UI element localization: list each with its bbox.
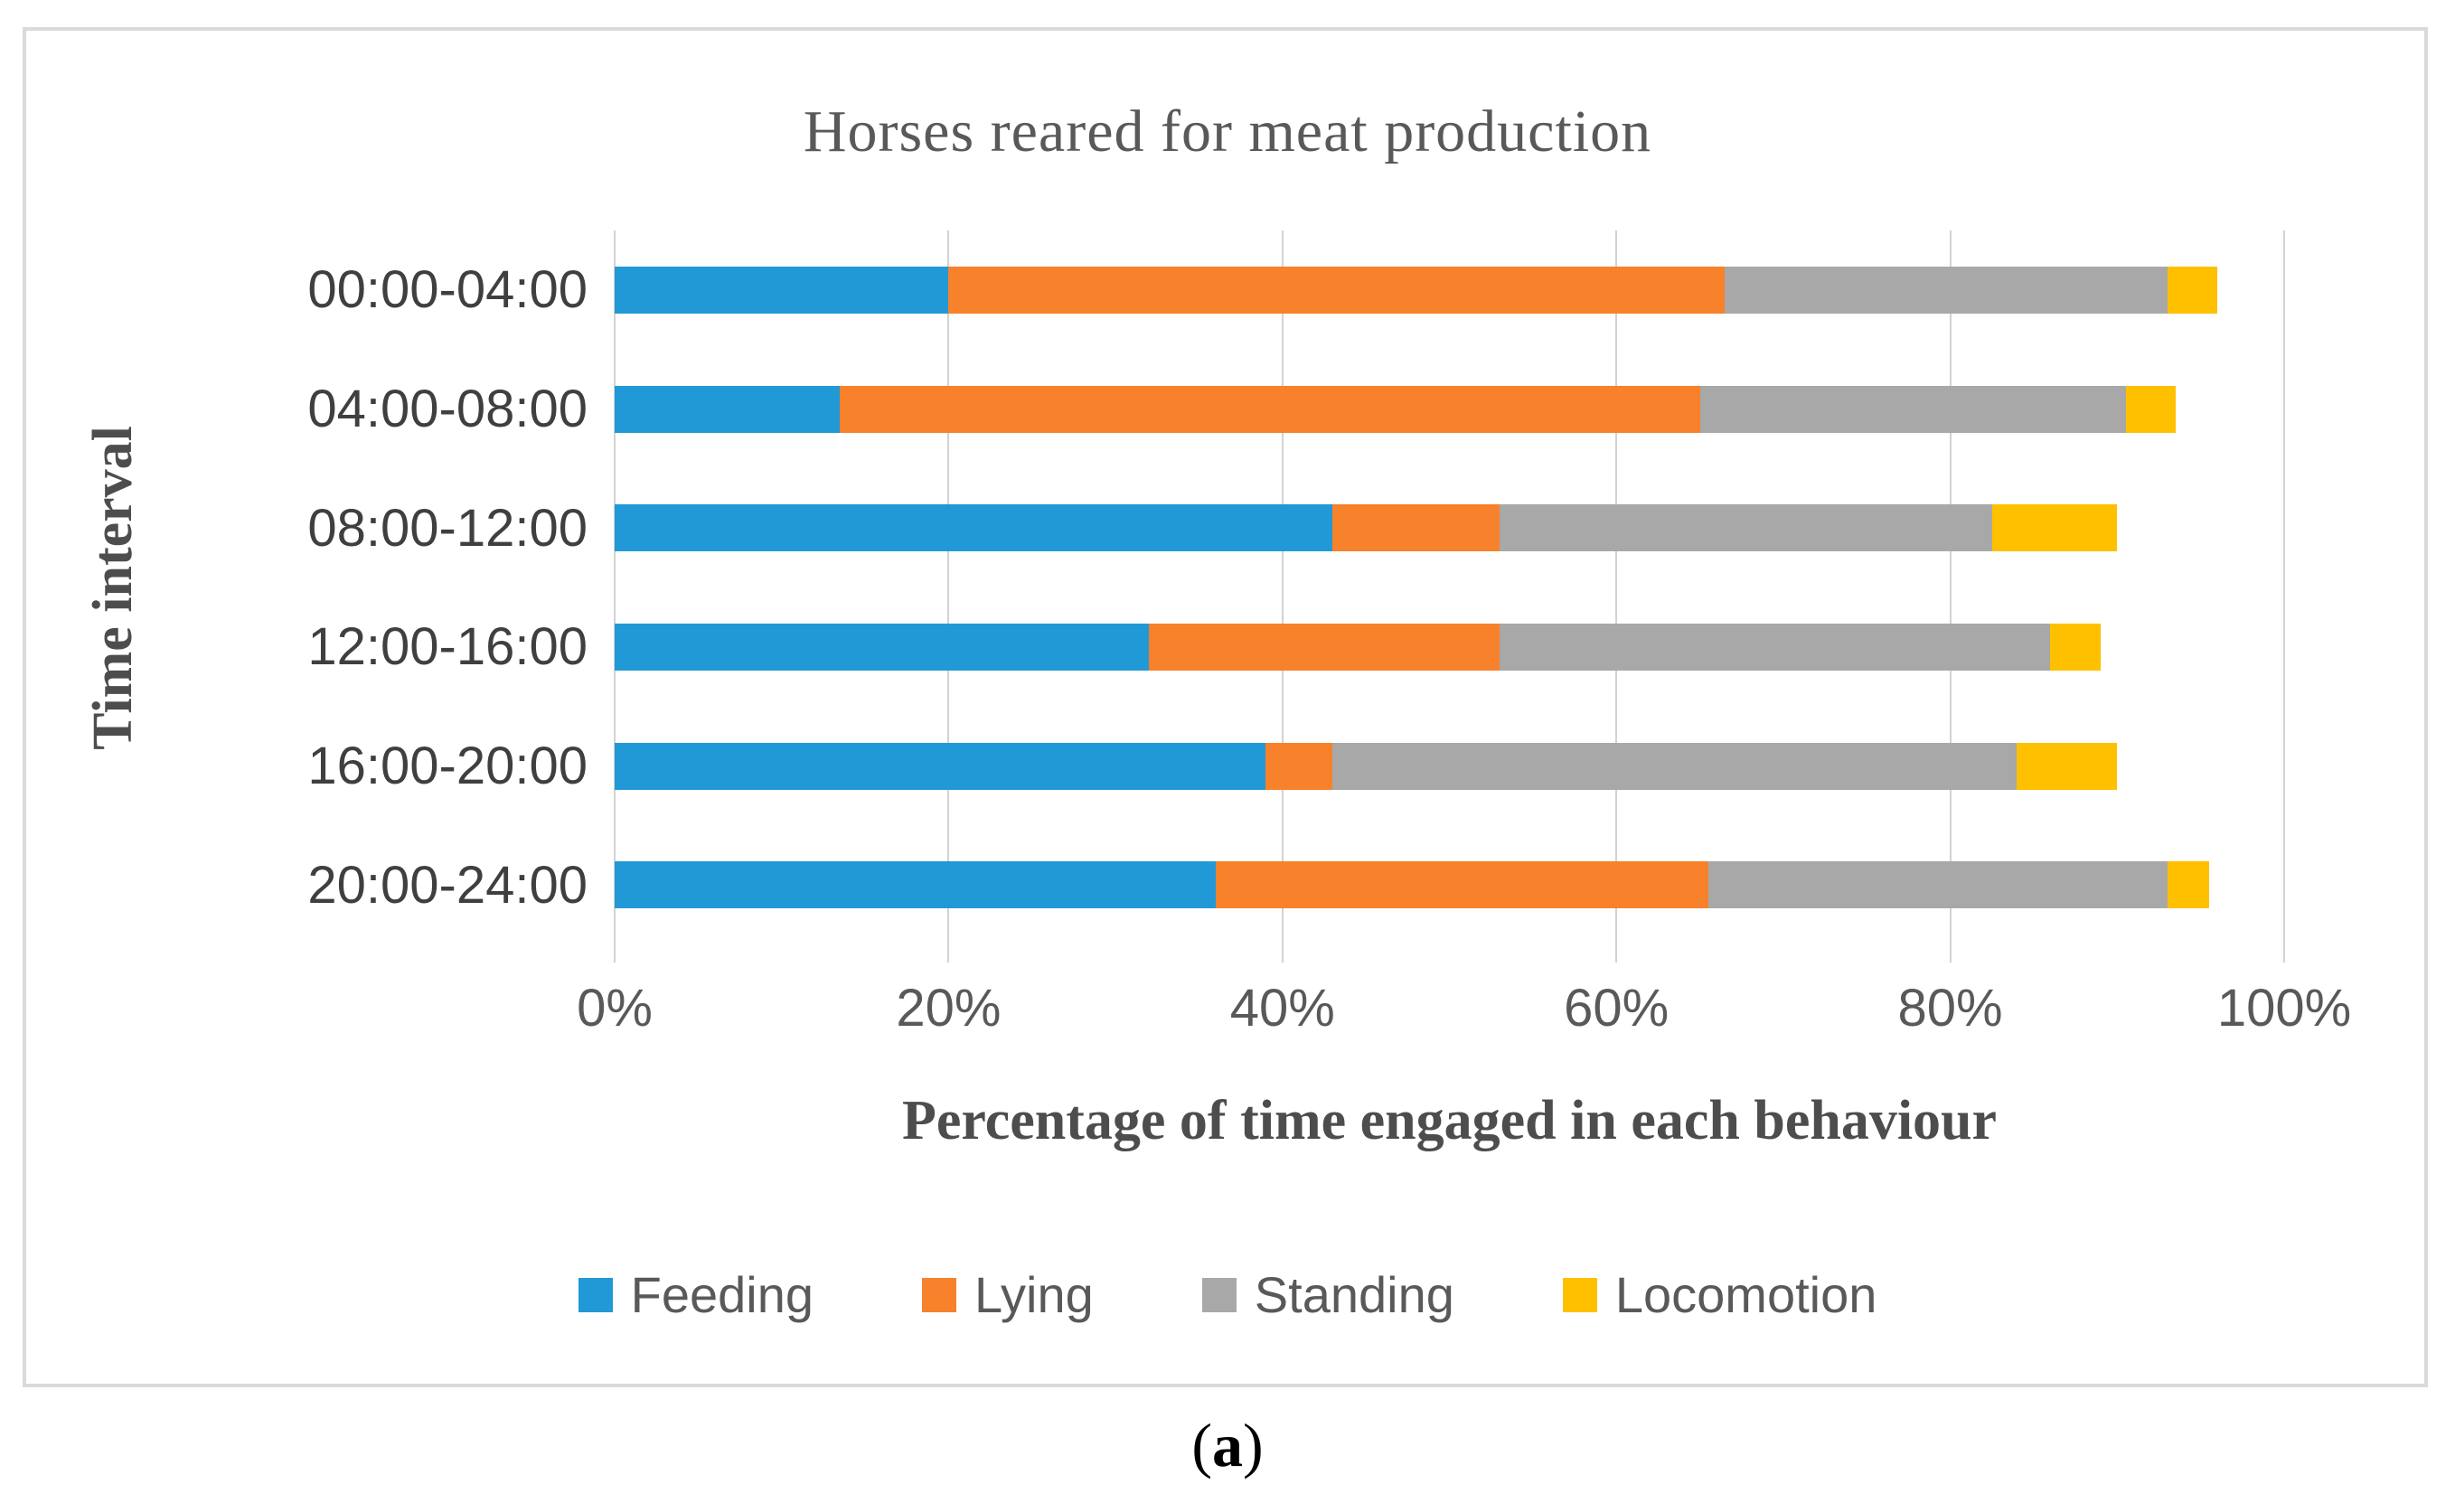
bar-segment-lying <box>948 266 1726 314</box>
x-tick-label: 0% <box>577 979 653 1038</box>
gridline <box>614 230 616 963</box>
bar-row <box>615 825 2284 944</box>
x-tick-label: 20% <box>896 979 1002 1038</box>
x-tick-label: 60% <box>1564 979 1670 1038</box>
legend-swatch-icon <box>578 1277 613 1312</box>
figure-caption: (a) <box>0 1410 2455 1481</box>
bar-row <box>615 587 2284 707</box>
legend-label: Standing <box>1254 1266 1454 1323</box>
stacked-bar <box>615 504 2118 552</box>
bar-segment-feeding <box>615 385 841 433</box>
stacked-bar <box>615 266 2218 314</box>
legend-item-lying: Lying <box>921 1265 1094 1324</box>
gridline <box>1949 230 1952 963</box>
bar-row <box>615 707 2284 826</box>
gridline <box>2283 230 2285 963</box>
legend-item-locomotion: Locomotion <box>1562 1265 1877 1324</box>
legend-swatch-icon <box>921 1277 956 1312</box>
bar-segment-standing <box>1332 742 2018 790</box>
category-label: 04:00-08:00 <box>307 380 588 438</box>
bar-segment-locomotion <box>2125 385 2176 433</box>
legend-item-feeding: Feeding <box>578 1265 814 1324</box>
stacked-bar <box>615 742 2118 790</box>
bar-segment-lying <box>1265 742 1333 790</box>
bar-segment-feeding <box>615 861 1216 909</box>
category-labels: 00:00-04:00 04:00-08:00 08:00-12:00 12:00-1… <box>208 230 588 944</box>
legend-item-standing: Standing <box>1201 1265 1454 1324</box>
bar-rows <box>615 230 2284 944</box>
bar-segment-feeding <box>615 504 1333 552</box>
gridline <box>1615 230 1618 963</box>
legend-label: Locomotion <box>1614 1266 1877 1323</box>
bar-segment-standing <box>1707 861 2168 909</box>
category-label: 08:00-12:00 <box>307 498 588 558</box>
stacked-bar <box>615 385 2176 433</box>
legend: Feeding Lying Standing Locomotion <box>0 1265 2455 1324</box>
y-axis-title: Time interval <box>54 230 172 944</box>
legend-swatch-icon <box>1201 1277 1237 1312</box>
gridline <box>1281 230 1284 963</box>
category-label: 12:00-16:00 <box>307 617 588 677</box>
legend-label: Feeding <box>630 1266 814 1323</box>
category-label: 20:00-24:00 <box>307 855 588 915</box>
bar-segment-feeding <box>615 742 1266 790</box>
x-tick-label: 80% <box>1897 979 2003 1038</box>
figure-frame <box>23 27 2428 1387</box>
bar-segment-locomotion <box>2167 861 2209 909</box>
bar-segment-standing <box>1699 385 2126 433</box>
caption-letter: a <box>1212 1411 1243 1479</box>
legend-label: Lying <box>974 1266 1094 1323</box>
chart-title: Horses reared for meat production <box>803 99 1652 164</box>
bar-segment-standing <box>1499 623 2051 671</box>
stacked-bar <box>615 623 2101 671</box>
bar-segment-locomotion <box>2017 742 2118 790</box>
plot-area <box>614 230 2285 963</box>
stacked-bar <box>615 861 2209 909</box>
category-label: 16:00-20:00 <box>307 737 588 796</box>
bar-segment-locomotion <box>2050 623 2101 671</box>
category-label: 00:00-04:00 <box>307 260 588 320</box>
x-axis-title: Percentage of time engaged in each behav… <box>901 1090 1998 1151</box>
gridline <box>947 230 950 963</box>
bar-segment-lying <box>1149 623 1500 671</box>
bar-segment-feeding <box>615 623 1150 671</box>
caption-close-paren: ) <box>1243 1411 1264 1479</box>
caption-open-paren: ( <box>1191 1411 1212 1479</box>
bar-segment-lying <box>840 385 1700 433</box>
bar-segment-standing <box>1725 266 2168 314</box>
bar-row <box>615 468 2284 587</box>
legend-swatch-icon <box>1562 1277 1597 1312</box>
bar-row <box>615 230 2284 350</box>
bar-segment-standing <box>1499 504 1992 552</box>
bar-segment-locomotion <box>1991 504 2118 552</box>
bar-segment-lying <box>1332 504 1500 552</box>
x-tick-label: 40% <box>1229 979 1335 1038</box>
x-axis-ticks: 0% 20% 40% 60% 80% 100% <box>577 978 2351 1041</box>
bar-segment-locomotion <box>2167 266 2218 314</box>
bar-row <box>615 350 2284 469</box>
bar-segment-lying <box>1215 861 1708 909</box>
y-axis-title-text: Time interval <box>81 425 144 750</box>
x-tick-label: 100% <box>2216 979 2352 1038</box>
bar-segment-feeding <box>615 266 949 314</box>
